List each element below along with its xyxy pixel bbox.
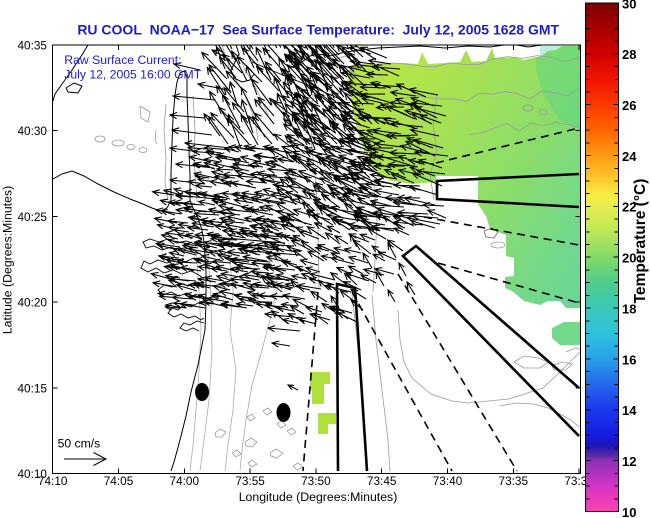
- svg-text:40:35: 40:35: [17, 38, 47, 52]
- svg-text:40:25: 40:25: [17, 210, 47, 224]
- svg-text:Longitude (Degrees:Minutes): Longitude (Degrees:Minutes): [239, 490, 398, 504]
- svg-text:22: 22: [622, 200, 636, 215]
- svg-text:40:15: 40:15: [17, 381, 47, 395]
- svg-text:24: 24: [622, 149, 637, 164]
- svg-text:18: 18: [622, 301, 636, 316]
- svg-text:73:45: 73:45: [367, 474, 397, 488]
- svg-text:74:00: 74:00: [170, 474, 200, 488]
- svg-text:40:10: 40:10: [17, 467, 47, 481]
- svg-text:74:10: 74:10: [38, 474, 68, 488]
- svg-text:RU COOL NOAA−17 Sea Surface: RU COOL NOAA−17 Sea Surface Temperature:…: [77, 21, 559, 37]
- svg-text:10: 10: [622, 505, 636, 518]
- svg-text:50 cm/s: 50 cm/s: [58, 437, 101, 451]
- svg-text:28: 28: [622, 47, 636, 62]
- svg-text:30: 30: [622, 0, 636, 11]
- svg-text:12: 12: [622, 454, 636, 469]
- svg-text:14: 14: [622, 403, 637, 418]
- svg-text:73:55: 73:55: [235, 474, 265, 488]
- svg-text:Temperature (°C): Temperature (°C): [632, 179, 649, 304]
- svg-text:26: 26: [622, 98, 636, 113]
- svg-text:40:30: 40:30: [17, 124, 47, 138]
- svg-text:Raw Surface Current:: Raw Surface Current:: [64, 53, 181, 67]
- svg-text:74:05: 74:05: [104, 474, 134, 488]
- svg-text:July 12, 2005 16:00 GMT: July 12, 2005 16:00 GMT: [64, 68, 201, 82]
- svg-text:Latitude (Degrees:Minutes): Latitude (Degrees:Minutes): [0, 186, 14, 334]
- svg-text:20: 20: [622, 251, 636, 266]
- svg-text:16: 16: [622, 352, 636, 367]
- svg-text:40:20: 40:20: [17, 296, 47, 310]
- svg-text:73:50: 73:50: [301, 474, 331, 488]
- svg-text:73:40: 73:40: [433, 474, 463, 488]
- svg-text:73:35: 73:35: [499, 474, 529, 488]
